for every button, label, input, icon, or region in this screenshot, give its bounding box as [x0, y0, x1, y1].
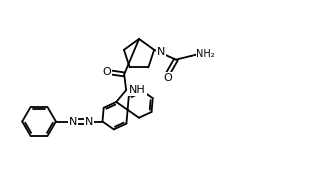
Text: O: O — [102, 68, 111, 77]
Text: O: O — [164, 73, 172, 83]
Text: N: N — [84, 116, 93, 127]
Text: N: N — [157, 47, 166, 57]
Text: N: N — [69, 116, 77, 127]
Text: NH₂: NH₂ — [196, 49, 215, 59]
Text: NH: NH — [129, 85, 146, 95]
